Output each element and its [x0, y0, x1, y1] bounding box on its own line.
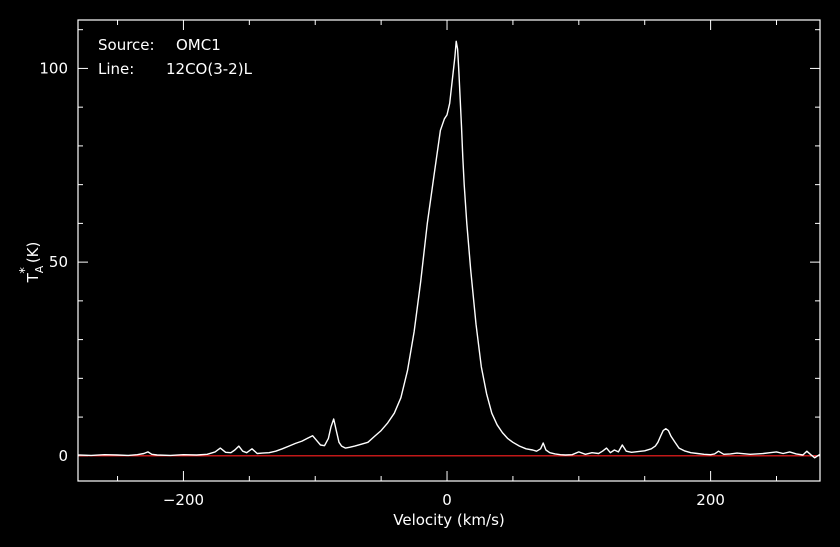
spectrum-series-line [77, 40, 821, 459]
y-axis-label-unit: (K) [24, 242, 42, 264]
x-tick-label: −200 [163, 491, 204, 509]
tick-labels: −200 0 200 0 50 100 [39, 59, 725, 509]
svg-text:TA*(K): TA* (K) [18, 242, 46, 284]
y-axis-label-superscript: * [18, 267, 33, 274]
y-tick-label: 0 [58, 447, 68, 465]
y-axis-label-symbol: T [24, 272, 42, 283]
x-axis-label: Velocity (km/s) [393, 511, 504, 529]
x-tick-label: 0 [442, 491, 452, 509]
line-value: 12CO(3-2)L [166, 60, 253, 78]
y-axis-label-subscript: A [33, 265, 46, 273]
source-value: OMC1 [176, 36, 221, 54]
line-label: Line: [98, 60, 134, 78]
plot-frame [77, 19, 821, 482]
y-tick-label: 50 [49, 253, 68, 271]
y-tick-label: 100 [39, 59, 68, 77]
source-label: Source: [98, 36, 155, 54]
x-tick-label: 200 [696, 491, 725, 509]
y-axis-label: TA* (K) [18, 242, 46, 284]
